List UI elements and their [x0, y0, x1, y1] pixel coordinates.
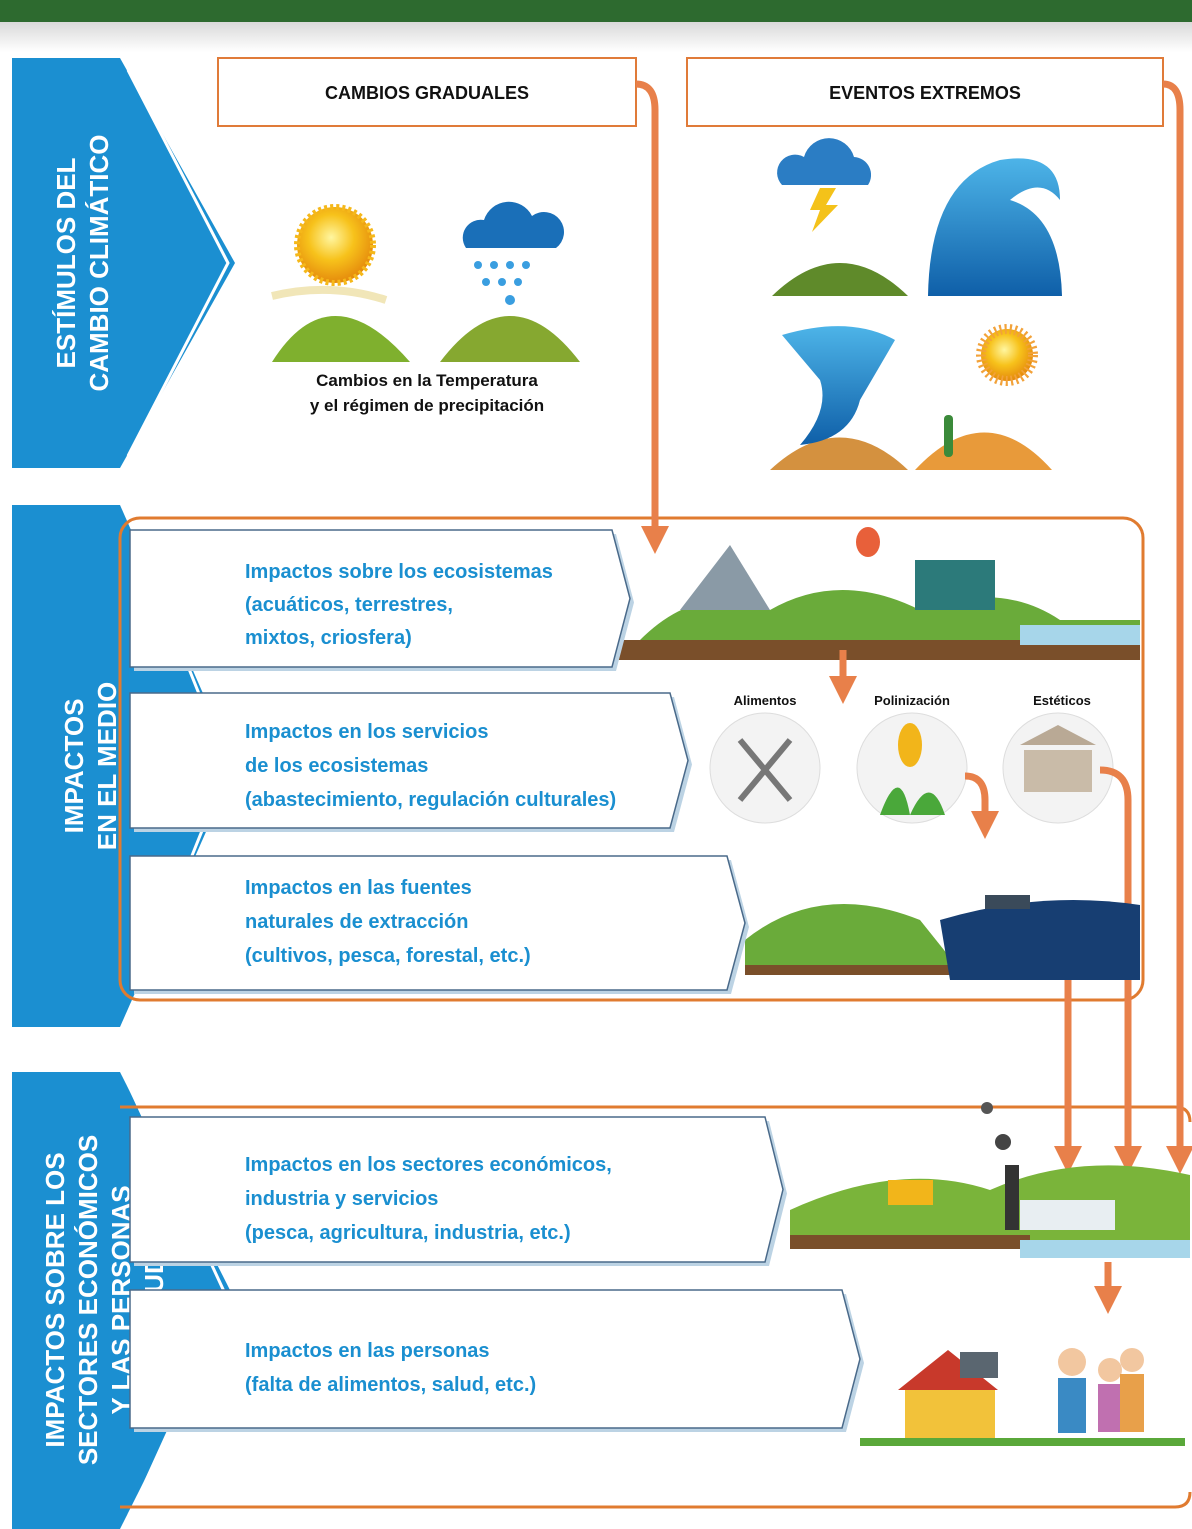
impact-text: mixtos, criosfera) [245, 627, 412, 649]
impact-box [129, 855, 746, 991]
section-label: IMPACTOS SOBRE LOS [40, 1152, 70, 1447]
impact-box [129, 529, 631, 668]
impact-box [129, 692, 689, 829]
section-label: SECTORES ECONÓMICOS [73, 1135, 103, 1465]
service-label: Polinización [874, 693, 950, 708]
service-label: Alimentos [734, 693, 797, 708]
header-box [217, 57, 637, 127]
caption: y el régimen de precipitación [310, 396, 544, 415]
panel-environment [118, 516, 1145, 1002]
impact-box [129, 1289, 861, 1429]
section-label: EN EL MEDIO [92, 682, 122, 851]
impact-text: Impactos en las personas [245, 1340, 490, 1362]
impact-text: Impactos en las fuentes [245, 877, 472, 899]
header-box [686, 57, 1164, 127]
impact-text: Impactos en los sectores económicos, [245, 1154, 612, 1176]
impact-text: (pesca, agricultura, industria, etc.) [245, 1222, 571, 1244]
header-title: CAMBIOS GRADUALES [325, 83, 529, 103]
impact-box [129, 1116, 784, 1263]
extreme-illustration [770, 138, 1062, 470]
impact-text: Impactos sobre los ecosistemas [245, 561, 553, 583]
section-label: CAMBIO CLIMÁTICO [84, 134, 114, 391]
section-label: IMPACTOS [59, 699, 89, 834]
impact-text: Impactos en los servicios [245, 721, 488, 743]
top-shade [0, 22, 1192, 52]
impact-text: (abastecimiento, regulación culturales) [245, 789, 616, 811]
impact-text: (cultivos, pesca, forestal, etc.) [245, 945, 531, 967]
impact-text: (acuáticos, terrestres, [245, 594, 453, 616]
impact-text: industria y servicios [245, 1188, 438, 1210]
sectors-illustration [790, 1102, 1190, 1258]
caption: Cambios en la Temperatura [316, 371, 538, 390]
impact-text: (falta de alimentos, salud, etc.) [245, 1374, 536, 1396]
flow-arrow [964, 772, 999, 839]
flow-arrow [1099, 766, 1142, 1174]
impact-text: naturales de extracción [245, 911, 468, 933]
service-icons [709, 712, 1114, 824]
service-label: Estéticos [1033, 693, 1091, 708]
flow-arrow [635, 80, 669, 554]
header-title: EVENTOS EXTREMOS [829, 83, 1021, 103]
gradual-illustration [271, 201, 580, 362]
impact-text: de los ecosistemas [245, 755, 428, 777]
people-illustration [860, 1348, 1185, 1446]
extraction-illustration [745, 895, 1140, 980]
panel-sectors [120, 1105, 1192, 1509]
flow-arrow [1162, 80, 1192, 1174]
top-bar [0, 0, 1192, 22]
section-label: ESTÍMULOS DEL [51, 157, 81, 368]
ecosystem-illustration [610, 527, 1140, 660]
